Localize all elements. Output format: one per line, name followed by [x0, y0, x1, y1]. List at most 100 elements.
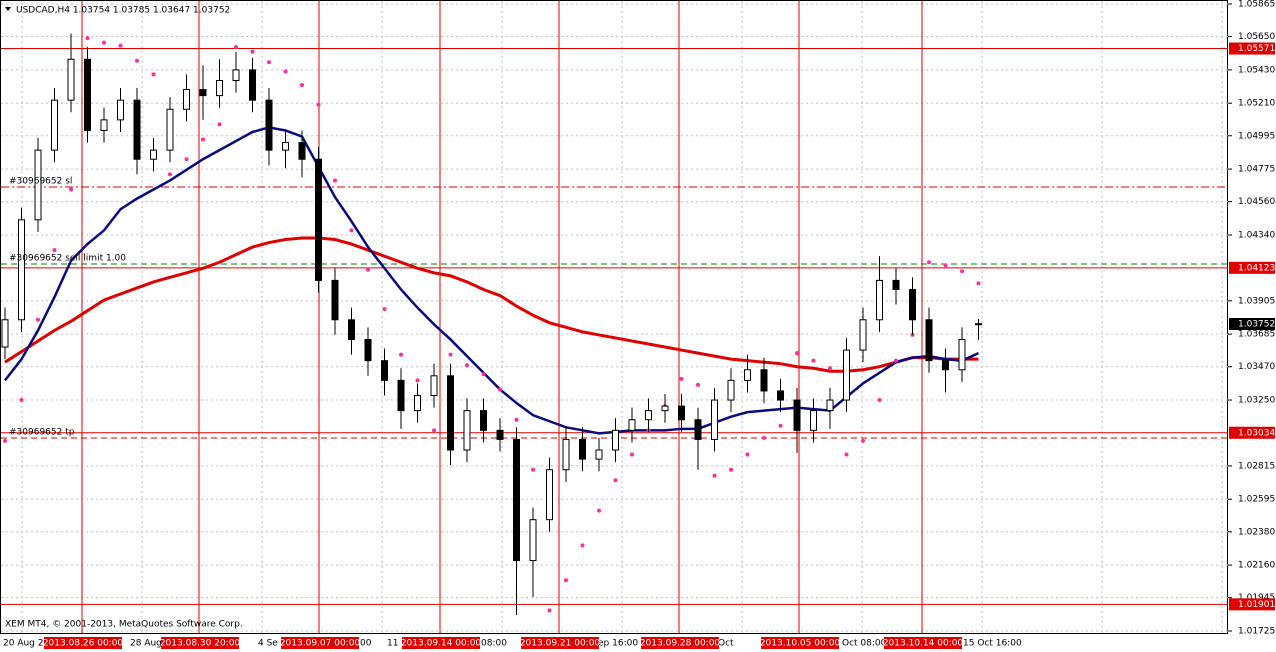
date-box [281, 637, 359, 649]
parabolic-sar-dot [960, 269, 964, 274]
candle-body [282, 142, 289, 151]
parabolic-sar-dot [745, 452, 750, 457]
parabolic-sar-dot [564, 578, 568, 583]
candle-body [496, 429, 504, 440]
parabolic-sar-dot [877, 398, 882, 403]
y-tick-label: 1.02160 [1238, 561, 1275, 571]
parabolic-sar-dot [547, 608, 552, 613]
y-tick-label: 1.05865 [1238, 0, 1275, 10]
candle-body [150, 149, 157, 160]
candle-body [397, 379, 405, 412]
date-box-label: 2013.09.28 00:00 [640, 639, 721, 649]
y-tick-label: 1.04775 [1238, 165, 1275, 175]
parabolic-sar-dot [943, 263, 948, 268]
candle-body [628, 419, 636, 431]
candle-body [546, 469, 553, 521]
parabolic-sar-dot [481, 372, 486, 377]
parabolic-sar-dot [151, 72, 156, 77]
y-tick-label: 1.01945 [1238, 593, 1275, 603]
parabolic-sar-dot [432, 428, 436, 433]
time-label: :00 [357, 639, 372, 649]
parabolic-sar-dot [696, 382, 700, 387]
candle-body [133, 99, 141, 160]
parabolic-sar-dot [795, 351, 799, 356]
menu-triangle [5, 7, 11, 11]
current-price-label: 1.03752 [1238, 320, 1275, 330]
parabolic-sar-dot [19, 398, 24, 403]
candle-body [876, 279, 883, 321]
date-box [402, 637, 480, 649]
candle-body [232, 69, 240, 81]
candle-body [843, 349, 850, 401]
parabolic-sar-dot [267, 60, 271, 65]
candle-body [925, 319, 933, 362]
parabolic-sar-dot [415, 378, 420, 383]
y-tick-label: 1.03470 [1238, 362, 1275, 372]
date-box [761, 637, 839, 649]
parabolic-sar-dot [861, 438, 865, 443]
parabolic-sar-dot [283, 69, 288, 74]
candle-body [348, 319, 355, 340]
order-label: #30969652 tp [9, 428, 75, 438]
time-label: 4 Se [258, 639, 278, 649]
parabolic-sar-dot [531, 467, 535, 472]
candle-body [744, 369, 751, 381]
candle-body [529, 519, 537, 562]
candle-body [810, 410, 817, 431]
price-level-box [1229, 426, 1275, 439]
candle-body [117, 99, 124, 121]
date-box [641, 637, 719, 649]
candle-body [414, 394, 421, 412]
parabolic-sar-dot [580, 543, 585, 548]
time-label: 11 [387, 639, 398, 649]
parabolic-sar-dot [828, 366, 832, 371]
candle-body [645, 410, 652, 421]
parabolic-sar-dot [333, 178, 337, 183]
parabolic-sar-dot [168, 172, 172, 177]
time-label: 15 Oct 16:00 [963, 639, 1022, 649]
parabolic-sar-dot [399, 352, 403, 357]
candle-body [18, 219, 25, 321]
parabolic-sar-dot [844, 452, 849, 457]
candle-body [727, 379, 735, 401]
y-tick-label: 1.02815 [1238, 461, 1275, 471]
candle-body [430, 375, 438, 396]
parabolic-sar-dot [316, 102, 321, 107]
parabolic-sar-dot [465, 363, 469, 368]
candle-body [84, 58, 91, 131]
parabolic-sar-dot [135, 58, 139, 63]
y-tick-label: 1.04560 [1238, 197, 1275, 207]
parabolic-sar-dot [69, 187, 73, 192]
candle-body [381, 360, 388, 381]
date-box-label: 2013.09.14 00:00 [401, 639, 482, 649]
y-tick-label: 1.05210 [1238, 99, 1275, 109]
date-box-label: 2013.08.26 00:00 [43, 639, 124, 649]
candle-body [51, 99, 58, 151]
parabolic-sar-dot [894, 358, 898, 363]
price-level-label: 1.03034 [1238, 428, 1275, 438]
plot-frame [0, 0, 1228, 634]
parabolic-sar-dot [349, 228, 354, 233]
time-label: 20 Aug 20 [3, 639, 49, 649]
parabolic-sar-dot [630, 452, 634, 457]
candle-body [364, 338, 372, 362]
date-box [44, 637, 122, 649]
date-box [161, 637, 239, 649]
price-level-label: 1.04123 [1238, 263, 1275, 273]
price-level-box [1229, 261, 1275, 274]
candle-body [777, 390, 784, 401]
parabolic-sar-dot [52, 248, 57, 253]
date-box-label: 2013.09.21 00:00 [520, 639, 601, 649]
parabolic-sar-dot [217, 122, 222, 127]
candle-body [595, 449, 603, 460]
candle-body [958, 338, 966, 371]
candle-body [447, 375, 454, 451]
candle-body [199, 89, 207, 97]
parabolic-sar-dot [729, 467, 733, 472]
candle-body [298, 142, 306, 160]
date-box-label: 2013.10.14 00:00 [883, 639, 964, 649]
time-label: 28 Aug [130, 639, 162, 649]
current-price-box [1229, 318, 1275, 331]
